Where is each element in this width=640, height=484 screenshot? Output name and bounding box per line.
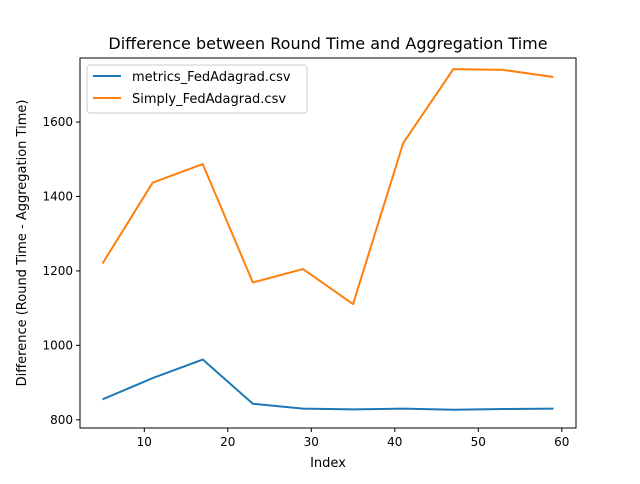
y-tick-label: 1400: [42, 189, 73, 203]
y-axis-ticks: 800 1000 1200 1400 1600: [42, 115, 80, 427]
series-line-metrics: [102, 358, 554, 411]
y-axis-label: Difference (Round Time - Aggregation Tim…: [15, 100, 30, 387]
series-layer: [101, 68, 554, 411]
y-tick-label: 800: [50, 413, 73, 427]
x-tick-label: 20: [220, 435, 235, 449]
chart-title: Difference between Round Time and Aggreg…: [108, 34, 547, 53]
x-tick-label: 30: [304, 435, 319, 449]
legend: metrics_FedAdagrad.csv Simply_FedAdagrad…: [86, 64, 308, 114]
x-tick-label: 10: [137, 435, 152, 449]
plot-area: [80, 58, 576, 428]
y-tick-label: 1600: [42, 115, 73, 129]
legend-box: [86, 64, 308, 114]
legend-label-simply: Simply_FedAdagrad.csv: [132, 92, 286, 107]
x-tick-label: 50: [471, 435, 486, 449]
series-line-simply: [101, 68, 554, 306]
y-tick-label: 1000: [42, 338, 73, 352]
legend-label-metrics: metrics_FedAdagrad.csv: [132, 70, 291, 85]
x-axis-ticks: 10 20 30 40 50 60: [137, 428, 569, 449]
y-tick-label: 1200: [42, 264, 73, 278]
x-tick-label: 60: [554, 435, 569, 449]
x-axis-label: Index: [310, 456, 346, 471]
x-tick-label: 40: [387, 435, 402, 449]
plot-frame: [79, 57, 577, 429]
